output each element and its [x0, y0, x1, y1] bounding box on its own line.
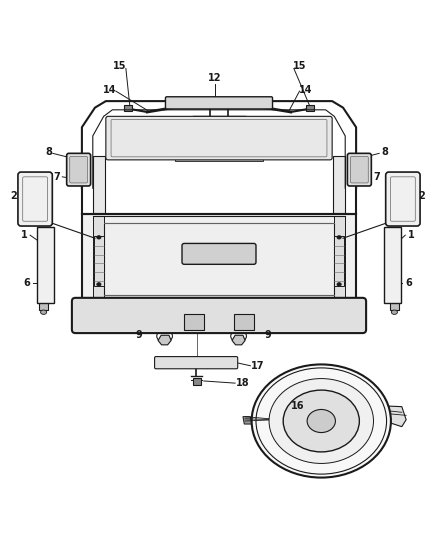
Bar — [234, 314, 254, 329]
Bar — [93, 156, 105, 214]
Bar — [333, 156, 345, 214]
FancyBboxPatch shape — [347, 154, 371, 186]
Polygon shape — [158, 335, 171, 345]
Text: 14: 14 — [102, 85, 116, 95]
Text: 9: 9 — [135, 330, 142, 340]
Text: 2: 2 — [10, 191, 17, 201]
FancyBboxPatch shape — [70, 156, 88, 183]
Bar — [124, 106, 132, 111]
Text: 16: 16 — [290, 401, 304, 411]
Text: 8: 8 — [45, 148, 52, 157]
Text: 2: 2 — [418, 191, 425, 201]
Ellipse shape — [338, 434, 345, 440]
Text: 7: 7 — [373, 172, 380, 182]
Bar — [82, 214, 356, 301]
Ellipse shape — [41, 310, 47, 314]
Bar — [94, 236, 104, 286]
Bar — [334, 236, 344, 286]
Bar — [364, 156, 369, 159]
Ellipse shape — [318, 395, 325, 401]
Ellipse shape — [298, 434, 305, 440]
Text: 12: 12 — [208, 74, 221, 84]
Text: 7: 7 — [54, 172, 60, 182]
Bar — [306, 106, 314, 111]
Ellipse shape — [298, 402, 305, 408]
FancyBboxPatch shape — [182, 244, 256, 264]
Bar — [39, 302, 48, 310]
Polygon shape — [232, 335, 245, 345]
Ellipse shape — [252, 365, 391, 478]
Ellipse shape — [318, 441, 325, 447]
Ellipse shape — [290, 418, 297, 424]
Text: 6: 6 — [405, 278, 412, 288]
Bar — [184, 314, 204, 329]
FancyBboxPatch shape — [155, 357, 238, 369]
Text: 14: 14 — [299, 85, 313, 95]
Text: 1: 1 — [21, 230, 28, 240]
Text: 6: 6 — [23, 278, 30, 288]
FancyBboxPatch shape — [166, 97, 272, 109]
Bar — [176, 156, 262, 161]
Text: 15: 15 — [113, 61, 127, 71]
Bar — [193, 378, 201, 385]
Ellipse shape — [307, 409, 336, 433]
Ellipse shape — [391, 310, 397, 314]
Bar — [334, 216, 345, 299]
FancyBboxPatch shape — [350, 156, 368, 183]
Text: 1: 1 — [408, 230, 415, 240]
Ellipse shape — [97, 282, 101, 286]
Polygon shape — [243, 417, 252, 424]
Ellipse shape — [269, 378, 374, 463]
FancyBboxPatch shape — [67, 154, 91, 186]
Text: 15: 15 — [293, 61, 306, 71]
Ellipse shape — [283, 390, 359, 452]
FancyBboxPatch shape — [18, 172, 52, 226]
Bar — [93, 216, 104, 299]
Ellipse shape — [337, 282, 341, 286]
Bar — [69, 156, 74, 159]
Ellipse shape — [346, 418, 353, 424]
Ellipse shape — [232, 360, 237, 365]
Bar — [37, 228, 53, 303]
Bar — [385, 228, 401, 303]
Text: 18: 18 — [236, 378, 250, 388]
Bar — [104, 223, 334, 295]
Polygon shape — [380, 406, 406, 426]
Ellipse shape — [97, 236, 101, 239]
Text: 9: 9 — [265, 330, 271, 340]
FancyBboxPatch shape — [386, 172, 420, 226]
FancyBboxPatch shape — [72, 298, 366, 333]
Ellipse shape — [158, 360, 163, 365]
Bar — [390, 302, 399, 310]
Text: 17: 17 — [251, 361, 265, 371]
Ellipse shape — [338, 402, 345, 408]
Ellipse shape — [337, 236, 341, 239]
Text: 8: 8 — [381, 148, 388, 157]
FancyBboxPatch shape — [106, 116, 332, 160]
